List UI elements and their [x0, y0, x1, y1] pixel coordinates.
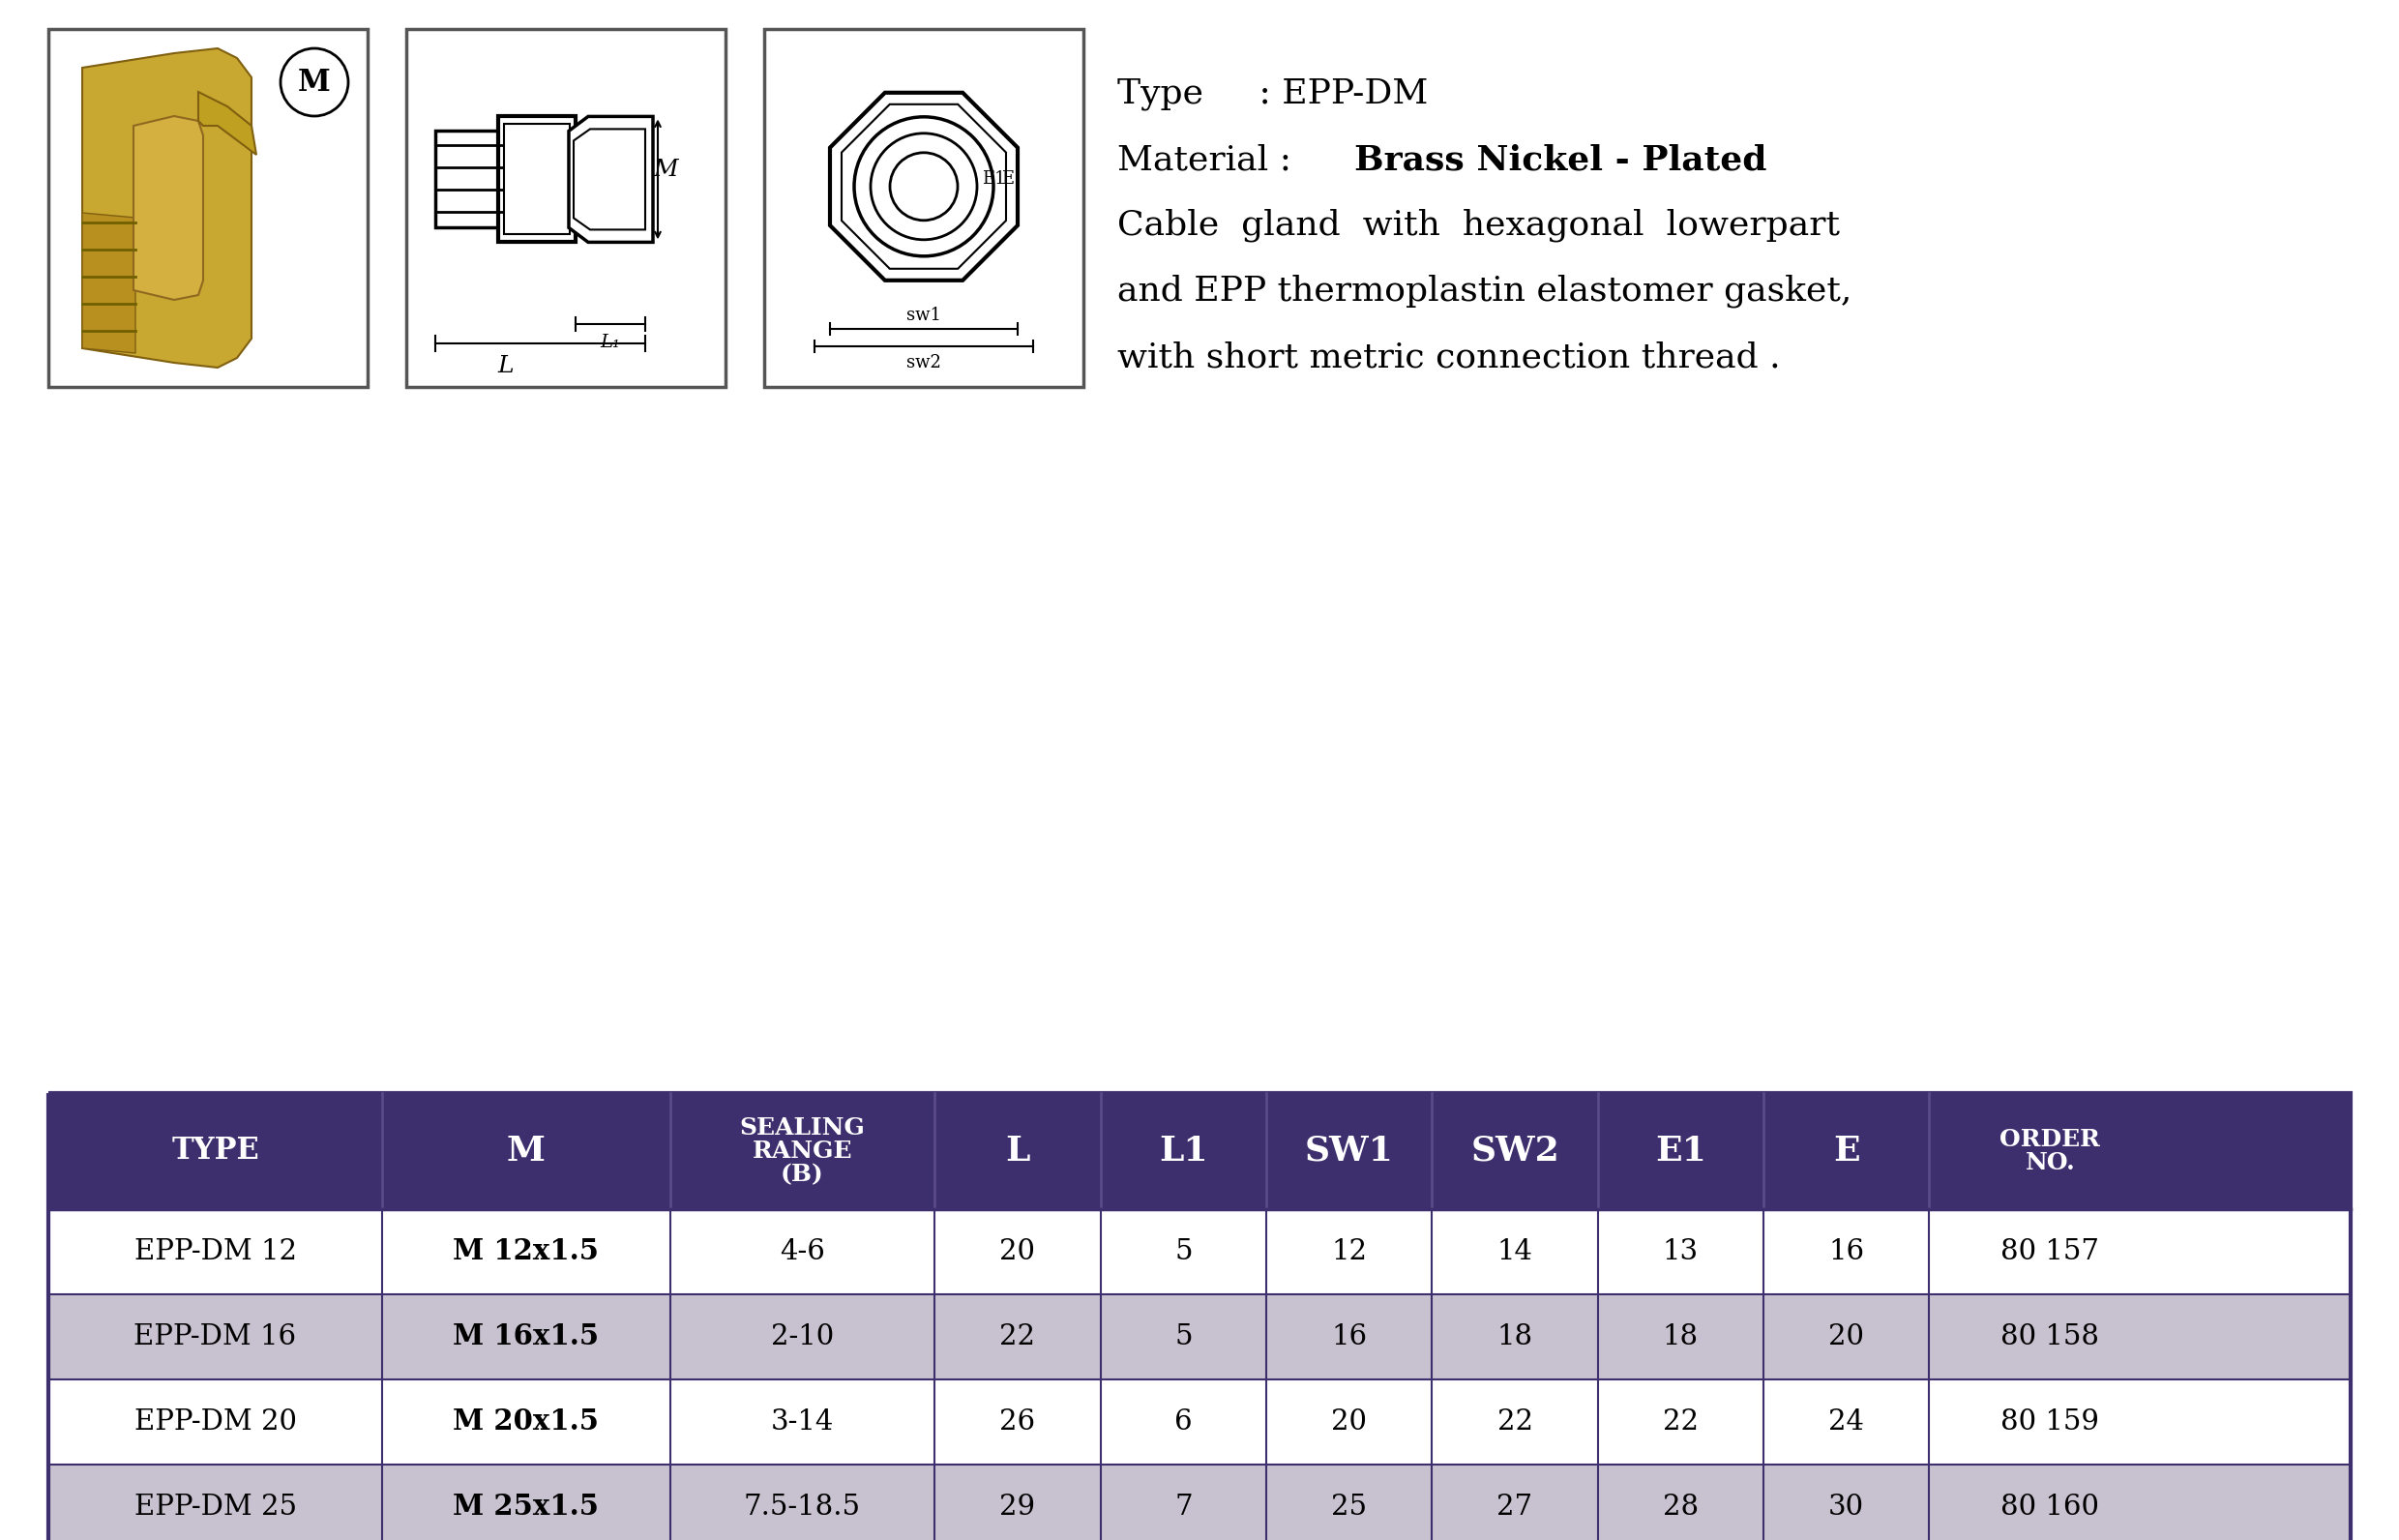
Text: Cable  gland  with  hexagonal  lowerpart: Cable gland with hexagonal lowerpart	[1118, 209, 1840, 242]
Text: 12: 12	[1331, 1238, 1367, 1266]
Text: 5: 5	[1176, 1323, 1192, 1351]
Polygon shape	[569, 117, 653, 242]
Bar	[48, 1380, 2351, 1465]
Text: 6: 6	[1176, 1409, 1192, 1435]
Bar	[765, 29, 1084, 387]
Text: L1: L1	[1159, 1135, 1207, 1167]
Text: 22: 22	[1497, 1409, 1533, 1435]
Text: EPP-DM 12: EPP-DM 12	[134, 1238, 297, 1266]
Text: 2-10: 2-10	[770, 1323, 835, 1351]
Bar	[48, 1465, 2351, 1540]
Text: Material :: Material :	[1118, 143, 1303, 176]
Text: M 16x1.5: M 16x1.5	[453, 1323, 600, 1351]
Text: 22: 22	[1000, 1323, 1036, 1351]
Text: 80 158: 80 158	[2001, 1323, 2099, 1351]
Bar	[499, 117, 576, 242]
Text: 20: 20	[1331, 1409, 1367, 1435]
Text: NO.: NO.	[2025, 1150, 2075, 1175]
Text: 16: 16	[1828, 1238, 1864, 1266]
Bar	[405, 29, 724, 387]
Bar	[48, 1209, 2351, 1294]
Text: sw1: sw1	[907, 306, 940, 323]
Text: 4-6: 4-6	[780, 1238, 825, 1266]
Text: 20: 20	[1000, 1238, 1036, 1266]
Bar	[48, 1093, 2351, 1209]
Polygon shape	[134, 116, 204, 300]
Bar	[48, 1093, 2351, 1540]
Text: EPP-DM 25: EPP-DM 25	[134, 1494, 297, 1520]
Text: 22: 22	[1663, 1409, 1698, 1435]
Text: RANGE: RANGE	[753, 1140, 852, 1163]
Text: E1: E1	[1655, 1135, 1706, 1167]
Bar	[504, 125, 571, 234]
Text: Type     : EPP-DM: Type : EPP-DM	[1118, 77, 1427, 111]
Text: EPP-DM 16: EPP-DM 16	[134, 1323, 297, 1351]
Text: E1: E1	[981, 169, 1005, 188]
Text: 80 159: 80 159	[2001, 1409, 2099, 1435]
Text: 13: 13	[1663, 1238, 1698, 1266]
Text: SEALING: SEALING	[739, 1116, 866, 1140]
Text: 80 157: 80 157	[2001, 1238, 2099, 1266]
Text: (B): (B)	[780, 1163, 823, 1186]
Text: E: E	[1000, 169, 1015, 188]
Text: M: M	[653, 159, 679, 180]
Polygon shape	[573, 129, 645, 229]
Text: SW2: SW2	[1471, 1135, 1559, 1167]
Text: 80 160: 80 160	[2001, 1494, 2099, 1520]
Text: 20: 20	[1828, 1323, 1864, 1351]
Polygon shape	[82, 213, 134, 353]
Text: L₁: L₁	[600, 334, 621, 351]
Text: 5: 5	[1176, 1238, 1192, 1266]
Text: 27: 27	[1497, 1494, 1533, 1520]
Circle shape	[281, 48, 348, 116]
Bar	[48, 29, 367, 387]
Text: M: M	[506, 1135, 545, 1167]
Text: SW1: SW1	[1305, 1135, 1394, 1167]
Text: 16: 16	[1331, 1323, 1367, 1351]
Text: 18: 18	[1497, 1323, 1533, 1351]
Text: 14: 14	[1497, 1238, 1533, 1266]
Text: ORDER: ORDER	[2001, 1127, 2102, 1150]
Bar	[48, 1294, 2351, 1380]
Text: 29: 29	[1000, 1494, 1036, 1520]
Text: sw2: sw2	[907, 354, 940, 371]
Text: 30: 30	[1828, 1494, 1864, 1520]
Text: 28: 28	[1663, 1494, 1698, 1520]
Text: 7: 7	[1176, 1494, 1192, 1520]
Text: Brass Nickel - Plated: Brass Nickel - Plated	[1355, 143, 1766, 176]
Text: 3-14: 3-14	[770, 1409, 835, 1435]
Text: 7.5-18.5: 7.5-18.5	[744, 1494, 861, 1520]
Text: M 12x1.5: M 12x1.5	[453, 1238, 600, 1266]
Polygon shape	[199, 92, 257, 156]
Text: L: L	[1005, 1135, 1029, 1167]
Polygon shape	[82, 48, 252, 368]
Text: M 20x1.5: M 20x1.5	[453, 1408, 600, 1435]
Text: EPP-DM 20: EPP-DM 20	[134, 1409, 297, 1435]
Text: E: E	[1833, 1135, 1859, 1167]
Text: 25: 25	[1331, 1494, 1367, 1520]
Text: 18: 18	[1663, 1323, 1698, 1351]
Text: TYPE: TYPE	[170, 1137, 259, 1166]
Text: 26: 26	[1000, 1409, 1036, 1435]
Text: M 25x1.5: M 25x1.5	[453, 1494, 600, 1522]
Text: and EPP thermoplastin elastomer gasket,: and EPP thermoplastin elastomer gasket,	[1118, 274, 1852, 308]
Text: M: M	[297, 68, 331, 97]
Bar	[434, 131, 504, 228]
Text: 24: 24	[1828, 1409, 1864, 1435]
Text: with short metric connection thread .: with short metric connection thread .	[1118, 340, 1780, 373]
Text: L: L	[499, 356, 513, 377]
